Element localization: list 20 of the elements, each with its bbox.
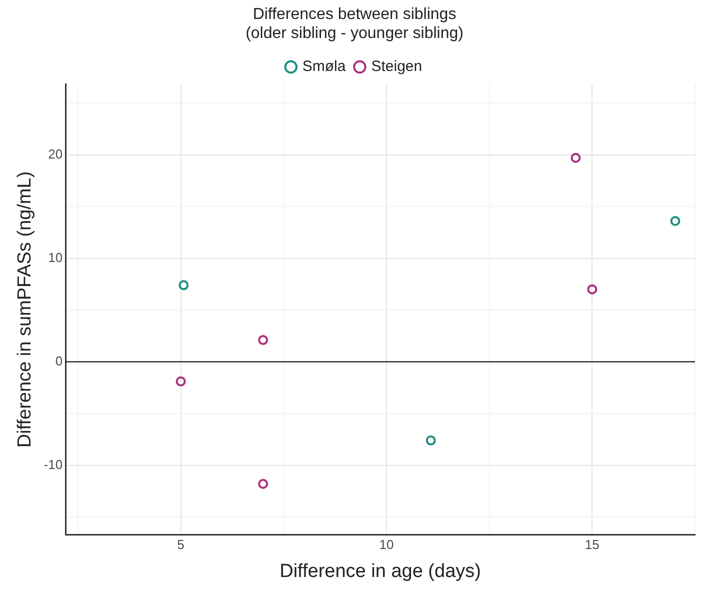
legend-label: Steigen [371,58,422,76]
y-axis-title: Difference in sumPFASs (ng/mL) [14,171,36,448]
point [426,435,436,446]
point [670,216,680,226]
point [570,152,581,163]
y-tick-label: -10 [44,456,63,472]
point [178,280,189,290]
x-axis-title: Difference in age (days) [280,560,481,582]
x-tick-label: 5 [177,536,184,552]
chart-title: Differences between siblings (older sibling - younger sibling) [246,6,464,42]
point [587,284,598,294]
y-tick-label: 10 [48,250,63,265]
y-tick-label: 0 [55,353,63,368]
x-tick-label: 10 [379,536,394,552]
point [176,376,186,386]
y-tick-label: 20 [48,146,63,162]
point [258,335,268,346]
point [258,478,268,489]
legend-label: Smøla [302,58,346,76]
x-tick-label: 15 [584,536,600,552]
